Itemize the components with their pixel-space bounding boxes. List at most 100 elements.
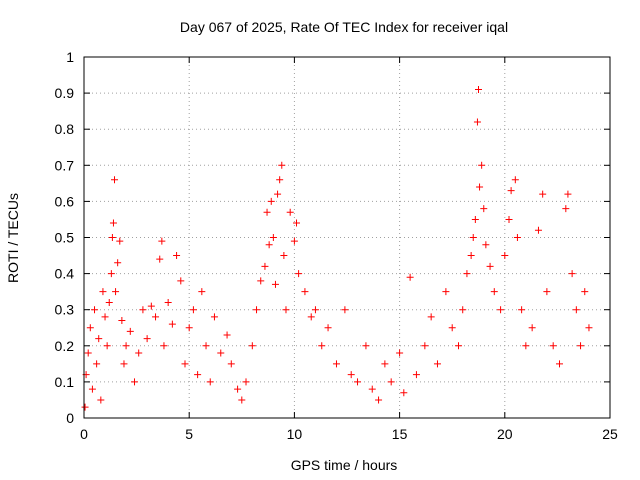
data-point (534, 226, 542, 234)
data-point (459, 306, 467, 314)
data-point (108, 234, 116, 241)
data-point (282, 306, 290, 314)
data-point (301, 288, 309, 296)
data-point (177, 277, 185, 285)
data-point (139, 306, 147, 314)
data-point (265, 241, 273, 249)
data-point (581, 288, 589, 296)
data-point (467, 252, 475, 260)
data-point (135, 349, 143, 357)
data-point (278, 161, 286, 169)
data-point (543, 288, 551, 296)
data-point (280, 252, 288, 260)
data-point (455, 342, 463, 350)
y-tick-label: 0.6 (55, 193, 75, 209)
grid (84, 57, 610, 418)
data-point (387, 378, 395, 386)
data-point (112, 288, 120, 296)
data-point (164, 298, 172, 306)
data-point (396, 349, 404, 357)
data-point (324, 324, 332, 332)
data-point (469, 234, 477, 241)
data-point (318, 342, 326, 350)
data-point (116, 237, 124, 245)
data-point (223, 331, 231, 339)
data-point (341, 306, 349, 314)
data-point (290, 237, 298, 245)
data-point (307, 313, 315, 321)
data-point (202, 342, 210, 350)
data-point (147, 302, 155, 310)
data-point (99, 288, 107, 296)
data-point (185, 324, 193, 332)
data-point (206, 378, 214, 386)
data-point (126, 327, 134, 335)
data-point (97, 396, 105, 404)
data-point (412, 371, 420, 379)
data-point (101, 313, 109, 321)
plot-frame (83, 56, 611, 419)
data-point (528, 324, 536, 332)
data-point (86, 324, 94, 332)
data-point (556, 360, 564, 368)
data-point (585, 324, 593, 332)
data-point (198, 288, 206, 296)
data-point (490, 288, 498, 296)
data-point (482, 241, 490, 249)
data-point (274, 190, 282, 198)
data-point (158, 237, 166, 245)
data-point (562, 205, 570, 213)
data-point (448, 324, 456, 332)
data-point (189, 306, 197, 314)
data-point (143, 335, 151, 343)
x-tick-label: 25 (602, 426, 618, 442)
data-point (513, 234, 521, 241)
data-point (354, 378, 362, 386)
data-point (295, 270, 303, 278)
y-tick-label: 0.7 (55, 157, 75, 173)
data-point (253, 306, 261, 314)
data-point (238, 396, 246, 404)
data-point (511, 176, 519, 184)
data-point (381, 360, 389, 368)
data-point (84, 349, 92, 357)
data-point (122, 342, 130, 350)
data-point (95, 335, 103, 343)
data-point (421, 342, 429, 350)
data-point (269, 234, 277, 241)
data-point (111, 176, 119, 184)
data-point (505, 215, 513, 223)
data-point (152, 313, 160, 321)
data-point (471, 215, 479, 223)
data-point (181, 360, 189, 368)
data-point (168, 320, 176, 328)
y-tick-label: 0.1 (55, 374, 75, 390)
data-point (475, 85, 482, 93)
x-tick-label: 10 (287, 426, 303, 442)
data-point (242, 378, 250, 386)
data-point (118, 317, 126, 325)
x-tick-label: 15 (392, 426, 408, 442)
data-point (103, 342, 111, 350)
y-tick-label: 0.2 (55, 338, 75, 354)
x-axis-label: GPS time / hours (291, 457, 398, 473)
data-point (88, 385, 96, 393)
data-point (114, 259, 122, 267)
x-tick-label: 20 (497, 426, 513, 442)
data-point (311, 306, 319, 314)
data-point (433, 360, 441, 368)
data-point (210, 313, 218, 321)
data-point (276, 176, 284, 184)
data-point (120, 360, 128, 368)
data-point (227, 360, 235, 368)
data-point (501, 252, 509, 260)
data-point (156, 255, 164, 263)
data-point (497, 306, 505, 314)
data-point (463, 270, 471, 278)
y-tick-label: 0.9 (55, 85, 75, 101)
data-point (572, 306, 580, 314)
data-point (518, 306, 526, 314)
data-point (248, 342, 256, 350)
data-point (427, 313, 435, 321)
